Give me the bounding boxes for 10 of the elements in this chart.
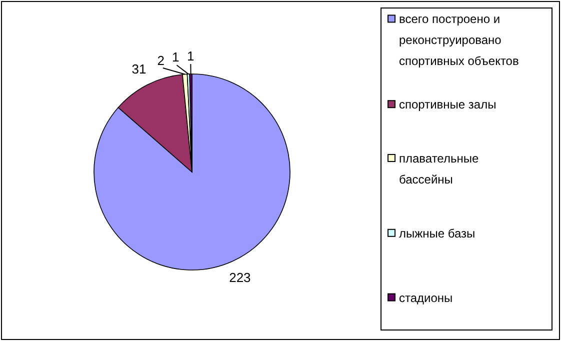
data-label: 223: [229, 270, 251, 286]
data-label: 2: [157, 52, 164, 68]
legend-label: всего построено и реконструировано спортивных объектов: [399, 12, 519, 68]
legend-label: лыжные базы: [399, 226, 476, 240]
data-label: 31: [132, 61, 146, 76]
data-label: 1: [172, 50, 180, 65]
data-label: 1: [186, 48, 194, 64]
legend-label: стадионы: [399, 290, 453, 305]
legend-label: спортивные залы: [399, 98, 496, 112]
legend-label: плавательные бассейны: [399, 152, 479, 186]
